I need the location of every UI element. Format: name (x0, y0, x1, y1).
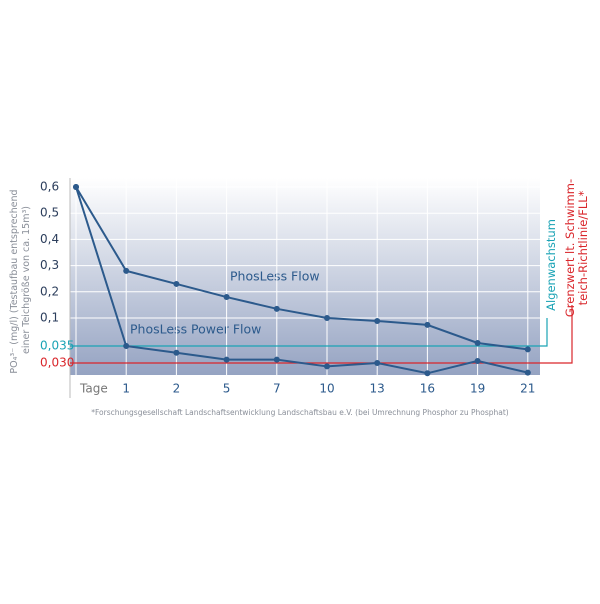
data-point (424, 370, 431, 377)
x-tick-label: 5 (223, 382, 231, 396)
reference-line (70, 305, 573, 364)
y-tick-label: 0,030 (40, 356, 74, 370)
data-point (374, 360, 381, 366)
x-tick-label: 1 (122, 382, 130, 396)
x-tick-label: 16 (420, 382, 435, 396)
reference-line (70, 318, 548, 347)
x-tick-label: 10 (319, 382, 334, 396)
data-point (474, 357, 481, 364)
footnote: *Forschungsgesellschaft Landschaftsentwi… (91, 408, 509, 417)
x-tick-label: 21 (520, 382, 535, 396)
data-point (123, 267, 130, 274)
data-point (173, 280, 180, 287)
series-label: PhosLess Power Flow (130, 322, 261, 337)
data-point (223, 356, 230, 363)
x-tick-label: 13 (370, 382, 385, 396)
data-point (324, 363, 330, 370)
reference-label: Algenwachstum (544, 219, 558, 311)
y-tick-label: 0,035 (40, 339, 74, 353)
data-point (223, 294, 230, 301)
data-point (273, 356, 280, 363)
series-line (75, 186, 528, 351)
y-label-line: einer Teichgröße von ca. 15m³) (21, 206, 32, 354)
data-point (173, 349, 180, 356)
data-point (524, 369, 531, 376)
data-point (324, 315, 330, 321)
x-tick-label: 19 (470, 382, 485, 396)
data-point (374, 318, 381, 325)
y-tick-label: 0,2 (40, 284, 59, 298)
x-tick-label: 2 (173, 382, 181, 396)
data-point (123, 343, 130, 349)
data-point (273, 305, 280, 312)
data-point (73, 184, 79, 190)
data-point (424, 321, 431, 328)
reference-label-line: Grenzwert lt. Schwimm- (563, 179, 577, 317)
data-point (524, 346, 531, 353)
series-line (75, 186, 529, 375)
x-axis-label: Tage (79, 382, 108, 396)
y-label-line: PO₄³⁻ (mg/l) (Testaufbau entsprechend (9, 189, 20, 373)
y-tick-label: 0,3 (40, 258, 59, 272)
series-label: PhosLess Flow (230, 269, 320, 284)
reference-label-line: Algenwachstum (544, 219, 558, 311)
data-point (474, 339, 481, 346)
y-tick-label: 0,4 (40, 232, 59, 246)
reference-label-line: teich-Richtlinie/FLL* (576, 190, 590, 305)
y-tick-label: 0,1 (40, 311, 59, 325)
y-tick-label: 0,6 (40, 180, 59, 194)
y-axis-label: PO₄³⁻ (mg/l) (Testaufbau entsprechend ei… (9, 186, 32, 373)
x-tick-label: 7 (273, 382, 281, 396)
y-tick-label: 0,5 (40, 206, 59, 220)
reference-label: Grenzwert lt. Schwimm-teich-Richtlinie/F… (563, 179, 590, 317)
